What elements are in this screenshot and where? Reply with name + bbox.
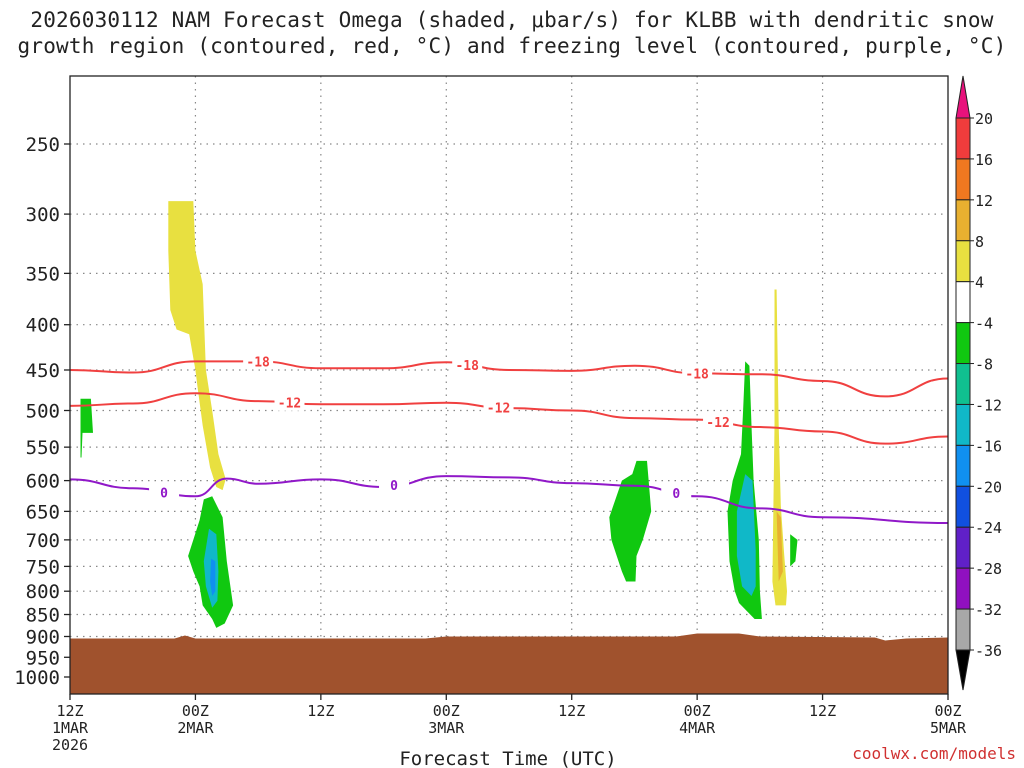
contour-label-1-2: -12 (706, 416, 729, 431)
contour-label-2-2: 0 (672, 487, 680, 502)
y-tick-label: 250 (26, 134, 60, 156)
y-tick-label: 500 (26, 401, 60, 423)
colorbar-label: 20 (975, 110, 993, 128)
colorbar-label: -12 (975, 396, 1002, 414)
plot-frame (69, 75, 949, 695)
colorbar-label: 8 (975, 233, 984, 251)
y-tick-label: 350 (26, 263, 60, 285)
x-tick-label: 12Z (56, 702, 83, 720)
contour-line-2 (69, 475, 949, 525)
x-tick-label: 00Z (934, 702, 961, 720)
colorbar-band (955, 608, 971, 651)
omega-region-negative-3 (609, 460, 652, 582)
colorbar-band (955, 485, 971, 528)
x-tick-label: 5MAR (930, 719, 967, 737)
colorbar-band (955, 158, 971, 201)
x-tick-label: 00Z (684, 702, 711, 720)
x-tick-label: 4MAR (679, 719, 716, 737)
contour-label-bg (379, 477, 410, 494)
colorbar-band (955, 403, 971, 446)
contour-line-0 (69, 360, 949, 398)
colorbar-band (955, 199, 971, 242)
contour-label-2-1: 0 (390, 479, 398, 494)
contour-label-bg (274, 394, 305, 411)
y-tick-label: 900 (26, 626, 60, 648)
x-tick-label: 1MAR (52, 719, 89, 737)
y-tick-label: 1000 (14, 667, 60, 689)
colorbar-band (955, 240, 971, 283)
omega-region-positive-2 (772, 289, 787, 606)
y-tick-label: 950 (26, 647, 60, 669)
colorbar-label: -24 (975, 519, 1002, 537)
colorbar-label: -4 (975, 315, 993, 333)
y-tick-label: 850 (26, 605, 60, 627)
x-tick-label: 00Z (182, 702, 209, 720)
colorbar-band (955, 281, 971, 324)
y-tick-label: 600 (26, 471, 60, 493)
x-tick-label: 12Z (558, 702, 585, 720)
colorbar-label: 4 (975, 274, 984, 292)
omega-region-positive-2b (776, 511, 783, 582)
contour-label-bg (452, 356, 483, 373)
x-tick-label: 12Z (809, 702, 836, 720)
contour-label-0-1: -18 (455, 359, 479, 374)
colorbar-label: -16 (975, 437, 1002, 455)
x-tick-label: 2MAR (177, 719, 214, 737)
colorbar-band (955, 363, 971, 405)
colorbar-label: 12 (975, 192, 993, 210)
contour-label-bg (149, 484, 180, 501)
terrain-fill (70, 633, 948, 694)
omega-region-negative-4b (736, 474, 756, 596)
y-tick-label: 400 (26, 315, 60, 337)
x-tick-label: 2026 (52, 736, 88, 754)
x-tick-label: 00Z (433, 702, 460, 720)
colorbar-label: -36 (975, 642, 1002, 660)
omega-region-negative-1 (80, 398, 93, 458)
contour-label-1-1: -12 (487, 401, 510, 416)
colorbar-band (955, 322, 971, 365)
colorbar-bottom-arrow (955, 649, 971, 691)
colorbar-top-arrow (955, 75, 971, 119)
colorbar-label: 16 (975, 151, 993, 169)
chart-title-line-2: growth region (contoured, red, °C) and f… (17, 34, 1007, 58)
contour-label-bg (682, 365, 713, 382)
y-tick-label: 650 (26, 501, 60, 523)
contour-label-2-0: 0 (160, 486, 168, 501)
colorbar-band (955, 526, 971, 569)
omega-region-negative-5 (790, 534, 798, 567)
colorbar-label: -20 (975, 478, 1002, 496)
y-tick-label: 550 (26, 437, 60, 459)
contour-label-0-0: -18 (246, 355, 270, 370)
credit-text: coolwx.com/models (852, 744, 1016, 763)
x-tick-label: 3MAR (428, 719, 465, 737)
y-tick-label: 750 (26, 556, 60, 578)
omega-region-positive-1 (168, 201, 226, 491)
y-tick-label: 300 (26, 204, 60, 226)
y-tick-label: 700 (26, 530, 60, 552)
colorbar-label: -32 (975, 601, 1002, 619)
colorbar-label: -8 (975, 356, 993, 374)
contour-label-1-0: -12 (278, 397, 301, 412)
contour-label-bg (703, 414, 734, 431)
omega-region-negative-2c (210, 558, 216, 596)
x-axis-label: Forecast Time (UTC) (399, 748, 616, 768)
colorbar-band (955, 567, 971, 610)
colorbar-band (955, 444, 971, 487)
colorbar-band (955, 117, 971, 160)
contour-label-bg (483, 399, 514, 416)
contour-label-0-2: -18 (685, 367, 709, 382)
y-tick-label: 800 (26, 581, 60, 603)
colorbar-label: -28 (975, 560, 1002, 578)
y-tick-label: 450 (26, 360, 60, 382)
x-tick-label: 12Z (307, 702, 334, 720)
contour-label-bg (661, 484, 692, 501)
contour-label-bg (243, 353, 274, 370)
chart-title-line-1: 2026030112 NAM Forecast Omega (shaded, μ… (30, 8, 994, 32)
